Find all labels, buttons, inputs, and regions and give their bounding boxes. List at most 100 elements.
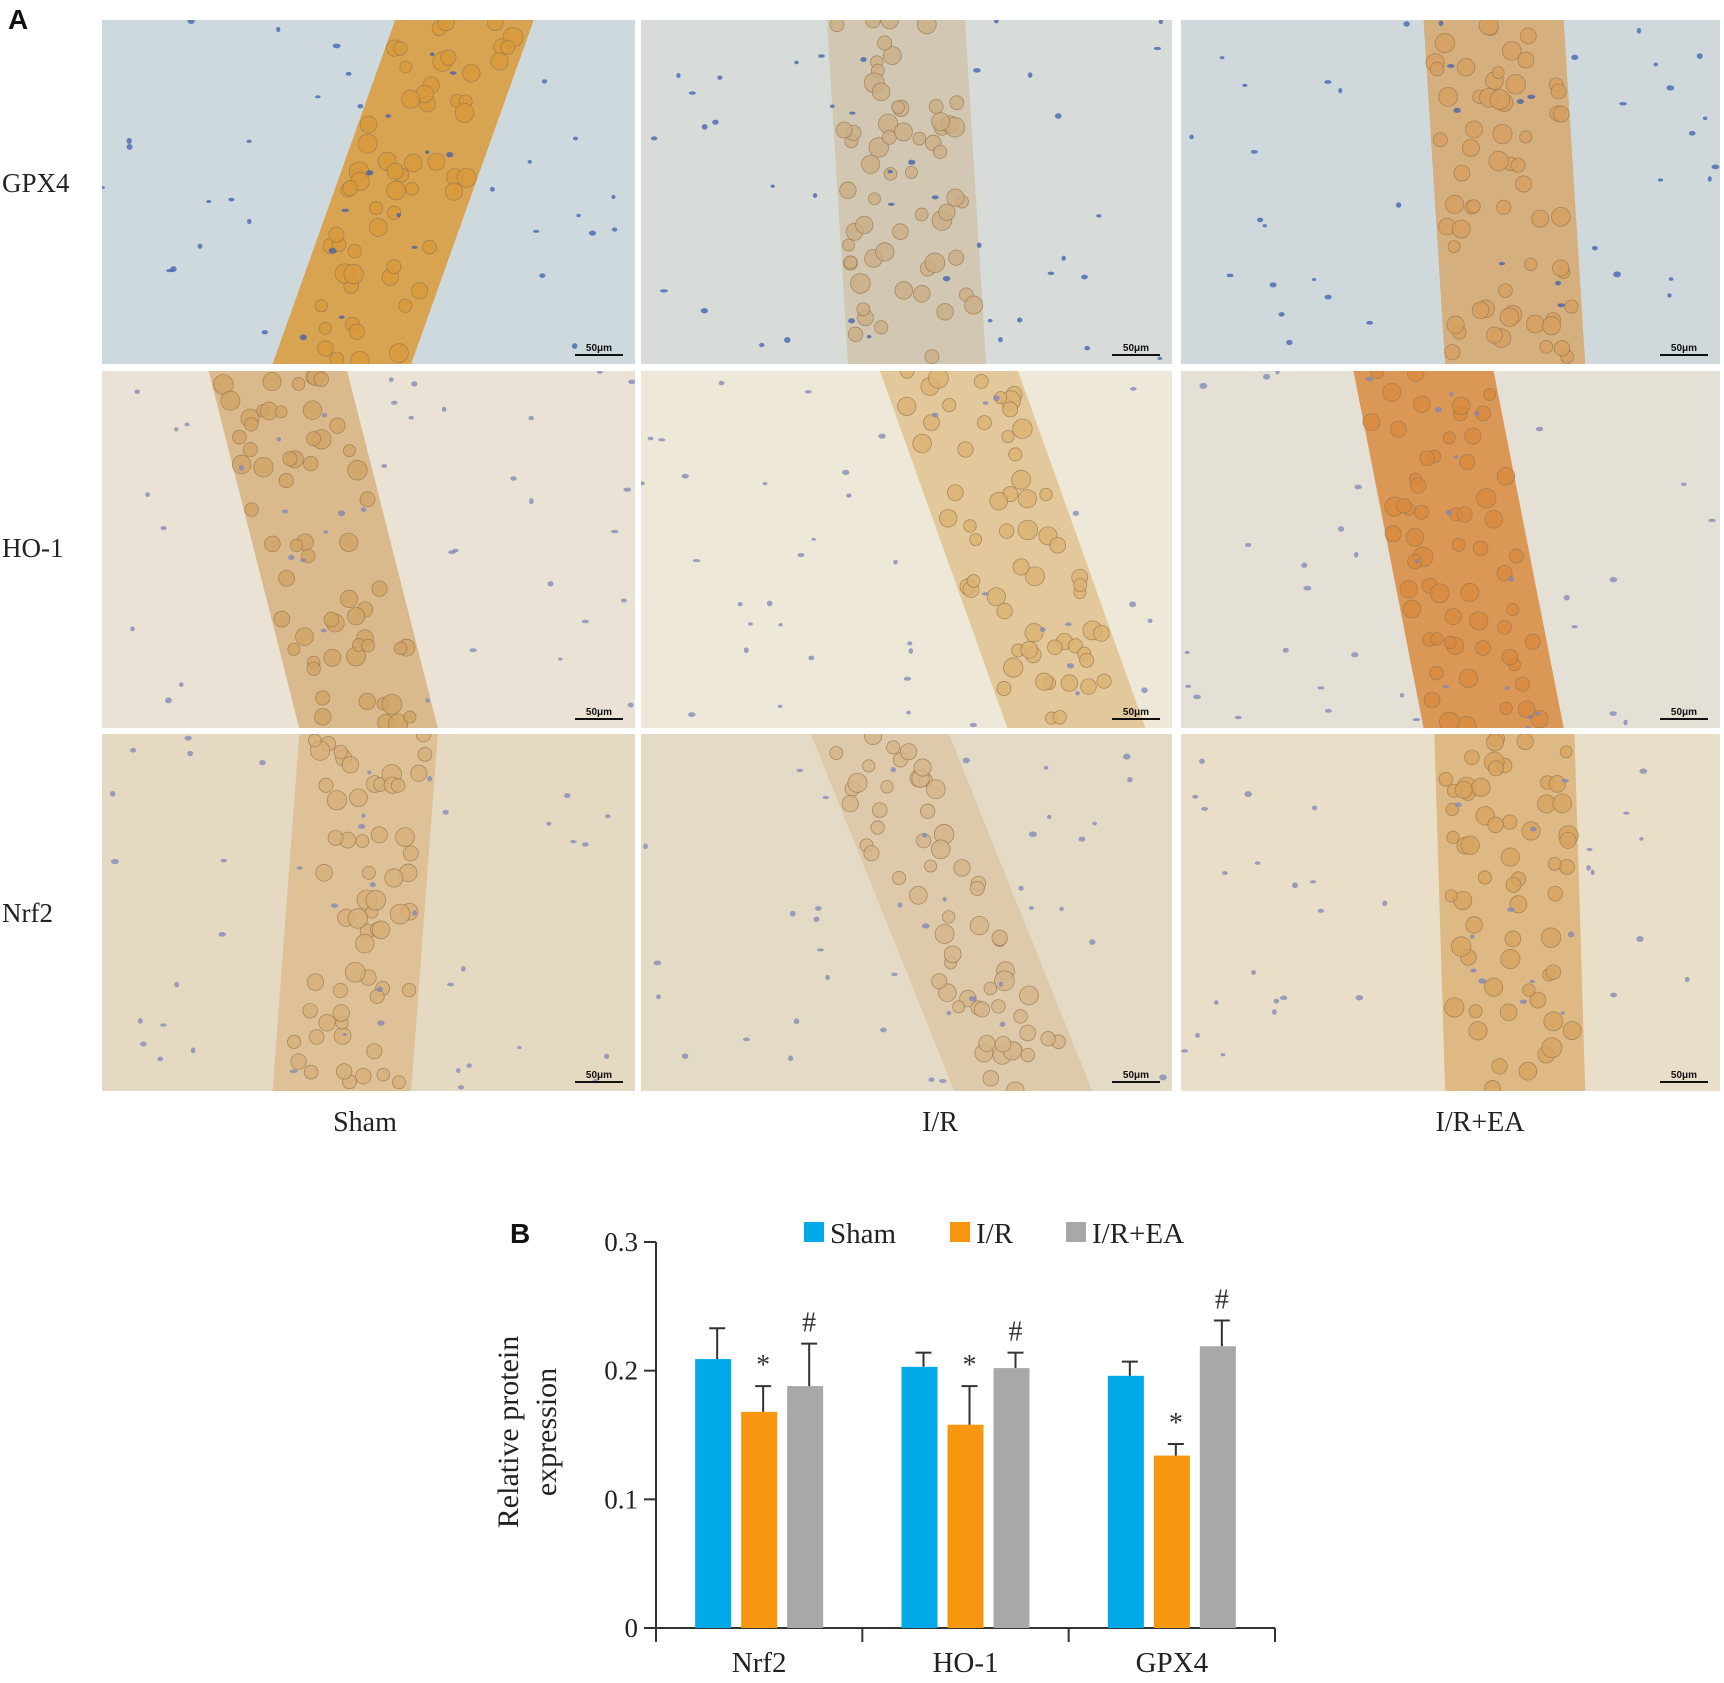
column-label-ir: I/R (922, 1107, 958, 1138)
nucleus (1591, 245, 1598, 251)
nucleus (184, 735, 192, 741)
scale-bar-label: 50μm (1123, 1070, 1149, 1081)
stained-cell (1505, 876, 1522, 893)
nucleus (576, 213, 581, 218)
stained-cell (253, 457, 274, 478)
stained-cell (964, 295, 984, 315)
nucleus (388, 377, 394, 383)
stained-cell (969, 533, 983, 547)
stained-cell (1013, 1009, 1028, 1024)
nucleus (1158, 20, 1164, 25)
nucleus (412, 910, 417, 916)
nucleus (461, 966, 466, 972)
nucleus (962, 757, 970, 764)
nucleus (187, 20, 195, 25)
nucleus (998, 337, 1003, 343)
nucleus (743, 647, 749, 654)
nucleus (903, 676, 912, 681)
stained-cell (996, 602, 1013, 620)
nucleus (825, 974, 830, 981)
nucleus (1657, 178, 1664, 182)
nucleus (1354, 484, 1362, 490)
scale-bar-label: 50μm (586, 1070, 612, 1081)
nucleus (160, 526, 167, 531)
y-tick-label: 0 (625, 1613, 639, 1643)
nucleus (658, 438, 666, 442)
stained-cell (1485, 734, 1504, 752)
nucleus (1251, 970, 1257, 975)
stained-cell (1484, 1080, 1501, 1091)
nucleus (1054, 113, 1062, 119)
stained-cell (347, 607, 366, 626)
nucleus (341, 208, 349, 213)
stained-cell (358, 692, 376, 710)
nucleus (676, 73, 681, 78)
nucleus (564, 793, 571, 799)
nucleus (1442, 684, 1450, 689)
nucleus (1317, 908, 1325, 913)
nucleus (1653, 62, 1659, 67)
stained-cell (1419, 450, 1436, 467)
stained-cell (1496, 565, 1513, 582)
stained-cell (1496, 619, 1512, 635)
scale-bar-label: 50μm (1671, 1070, 1697, 1081)
nucleus (1438, 20, 1444, 26)
nucleus (1636, 936, 1644, 942)
nucleus (1619, 101, 1627, 106)
stained-cell (912, 433, 932, 454)
stained-cell (1553, 340, 1571, 357)
stained-cell (357, 133, 378, 154)
nucleus (794, 60, 799, 65)
nucleus (517, 1045, 522, 1050)
bar-i-r-ea-nrf2 (787, 1386, 824, 1628)
stained-cell (1504, 930, 1522, 948)
stained-cell (347, 908, 369, 929)
stained-cell (1438, 86, 1459, 107)
nucleus (1278, 312, 1285, 317)
nucleus (157, 1056, 164, 1062)
stained-cell (847, 326, 864, 342)
nucleus (1123, 753, 1131, 760)
stained-cell (1477, 870, 1492, 885)
stained-cell (933, 144, 948, 159)
stained-cell (1524, 633, 1541, 650)
nucleus (1395, 202, 1402, 208)
stained-cell (947, 484, 964, 501)
stained-cell (963, 519, 977, 533)
nucleus (993, 20, 999, 24)
nucleus (381, 464, 388, 469)
nucleus (1127, 777, 1133, 783)
nucleus (1226, 273, 1234, 278)
nucleus (1707, 176, 1712, 182)
stained-cell (318, 1014, 336, 1032)
stained-cell (930, 839, 951, 860)
stained-cell (244, 502, 259, 517)
y-axis-label: Relative protein expression (492, 1336, 563, 1528)
stained-cell (1496, 467, 1516, 486)
nucleus (906, 710, 911, 715)
legend-swatch-i-r (950, 1222, 970, 1242)
nucleus (315, 95, 321, 99)
nucleus (848, 318, 856, 324)
stained-cell (1465, 120, 1483, 139)
nucleus (323, 530, 329, 534)
stained-cell (1458, 668, 1479, 688)
nucleus (829, 104, 835, 108)
nucleus (1157, 356, 1163, 360)
nucleus (174, 427, 179, 432)
nucleus (457, 1085, 465, 1090)
stained-cell (306, 973, 325, 991)
nucleus (337, 510, 346, 517)
stained-cell (1444, 997, 1465, 1018)
nucleus (737, 602, 743, 607)
stained-cell (323, 611, 340, 628)
stained-cell (295, 627, 314, 646)
nucleus (469, 648, 477, 653)
nucleus (700, 308, 709, 314)
stained-cell (403, 153, 423, 173)
nucleus (921, 832, 928, 838)
stained-cell (359, 115, 378, 134)
nucleus (597, 371, 603, 374)
stained-cell (462, 63, 481, 83)
nucleus (376, 986, 383, 993)
